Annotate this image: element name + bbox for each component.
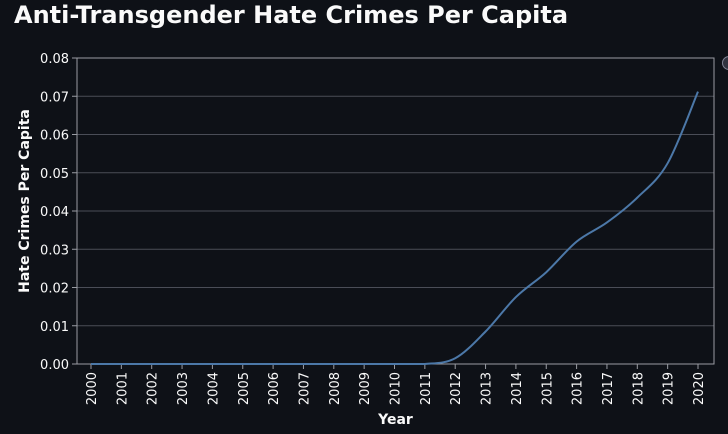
x-tick-label: 2016	[571, 372, 586, 405]
x-tick-label: 2002	[146, 372, 161, 405]
y-tick-label: 0.07	[40, 90, 69, 105]
x-tick-label: 2000	[85, 372, 100, 405]
x-tick-label: 2020	[692, 372, 707, 405]
x-tick-label: 2008	[328, 372, 343, 405]
line-chart: 0.00 0.01 0.02 0.03 0.04 0.05 0.06 0.07 0.08 2000…	[17, 52, 715, 428]
x-tick-label: 2005	[237, 372, 252, 405]
x-tick-label: 2014	[510, 372, 525, 405]
x-tick-label: 2012	[449, 372, 464, 405]
chart-container: 0.00 0.01 0.02 0.03 0.04 0.05 0.06 0.07 0.08 2000…	[0, 40, 728, 434]
x-tick-label: 2003	[176, 372, 191, 405]
series-line	[91, 91, 699, 365]
x-tick-label: 2017	[601, 372, 616, 405]
y-tick-label: 0.00	[40, 358, 69, 373]
y-tick-label: 0.01	[40, 320, 69, 335]
x-tick-label: 2018	[631, 372, 646, 405]
tick-labels: 0.00 0.01 0.02 0.03 0.04 0.05 0.06 0.07 0.08 2000…	[40, 52, 707, 405]
y-tick-label: 0.05	[40, 167, 69, 182]
y-tick-label: 0.03	[40, 243, 69, 258]
x-tick-label: 2006	[267, 372, 282, 405]
x-tick-label: 2019	[662, 372, 677, 405]
y-tick-label: 0.06	[40, 129, 69, 144]
y-tick-label: 0.02	[40, 282, 69, 297]
y-axis-title: Hate Crimes Per Capita	[17, 109, 33, 293]
x-tick-label: 2004	[206, 372, 221, 405]
grid-lines	[77, 57, 714, 365]
y-tick-label: 0.08	[40, 52, 69, 67]
x-tick-label: 2007	[297, 372, 312, 405]
x-tick-label: 2015	[540, 372, 555, 405]
x-tick-label: 2010	[389, 372, 404, 405]
x-axis-title: Year	[377, 412, 413, 428]
y-tick-label: 0.04	[40, 205, 69, 220]
series-layer	[91, 91, 699, 365]
x-tick-label: 2009	[358, 372, 373, 405]
x-tick-label: 2013	[480, 372, 495, 405]
x-tick-label: 2001	[115, 372, 130, 405]
page-title: Anti-Transgender Hate Crimes Per Capita	[14, 1, 569, 29]
x-tick-label: 2011	[419, 372, 434, 405]
